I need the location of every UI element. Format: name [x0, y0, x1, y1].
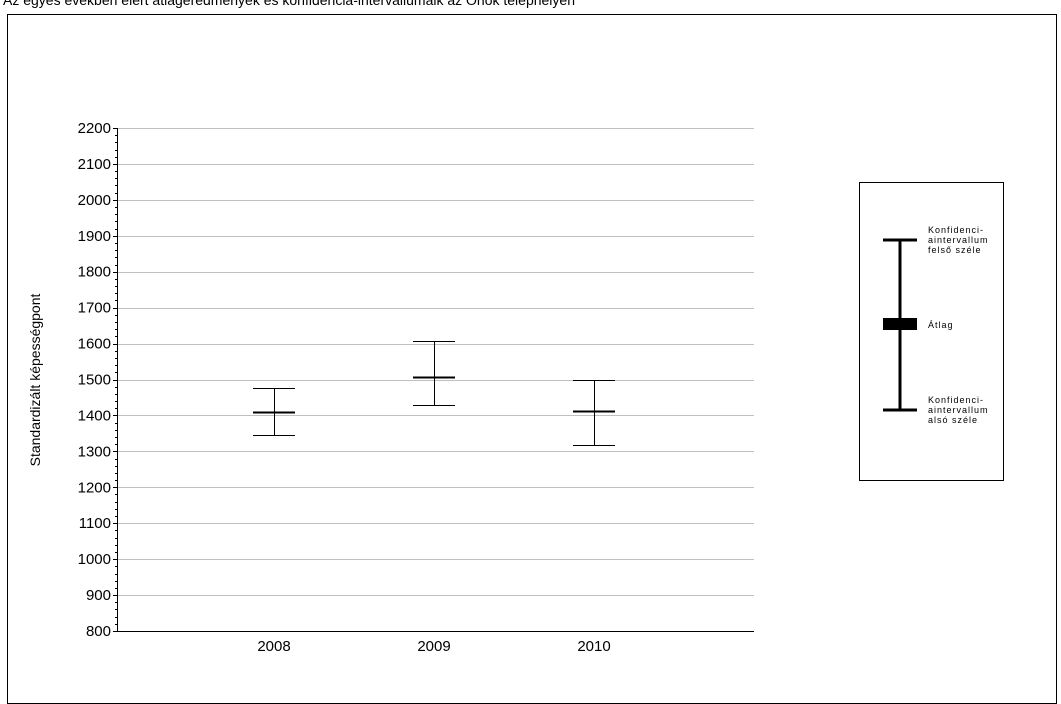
y-tick-label: 900: [86, 587, 111, 604]
legend-lower-label: Konfidenci- aintervallum alsó széle: [928, 395, 989, 425]
y-tick-label: 1700: [78, 300, 111, 317]
error-bars: [253, 341, 615, 446]
y-tick-label: 1500: [78, 372, 111, 389]
y-tick-label: 1400: [78, 407, 111, 424]
y-tick-label: 2100: [78, 156, 111, 173]
gridlines: [117, 128, 754, 596]
axes: [117, 128, 754, 632]
legend: Konfidenci- aintervallum felső széle Átl…: [859, 182, 1004, 481]
y-tick-label: 800: [86, 623, 111, 640]
y-tick-label: 1200: [78, 479, 111, 496]
y-tick-label: 1800: [78, 264, 111, 281]
x-tick-label: 2008: [257, 638, 290, 655]
x-ticks: 2008 2009 2010: [257, 638, 610, 655]
y-tick-label: 1600: [78, 336, 111, 353]
x-tick-label: 2010: [577, 638, 610, 655]
chart-title: Az egyes években elért átlageredmények é…: [3, 0, 575, 8]
y-tick-label: 2000: [78, 192, 111, 209]
legend-mean-label: Átlag: [928, 320, 954, 330]
legend-mean-marker: [883, 318, 917, 330]
y-tick-label: 1000: [78, 551, 111, 568]
x-tick-label: 2009: [417, 638, 450, 655]
y-ticks: 800 900 1000 1100 1200 1300 1400 1500 1600 1700 18…: [78, 120, 117, 640]
y-tick-label: 1900: [78, 228, 111, 245]
legend-symbol: [883, 238, 917, 412]
y-axis-label: Standardizált képességpont: [27, 294, 43, 467]
y-tick-label: 1100: [79, 515, 111, 532]
legend-upper-label: Konfidenci- aintervallum felső széle: [928, 225, 989, 255]
y-tick-label: 1300: [78, 443, 111, 460]
y-tick-label: 2200: [78, 120, 111, 137]
